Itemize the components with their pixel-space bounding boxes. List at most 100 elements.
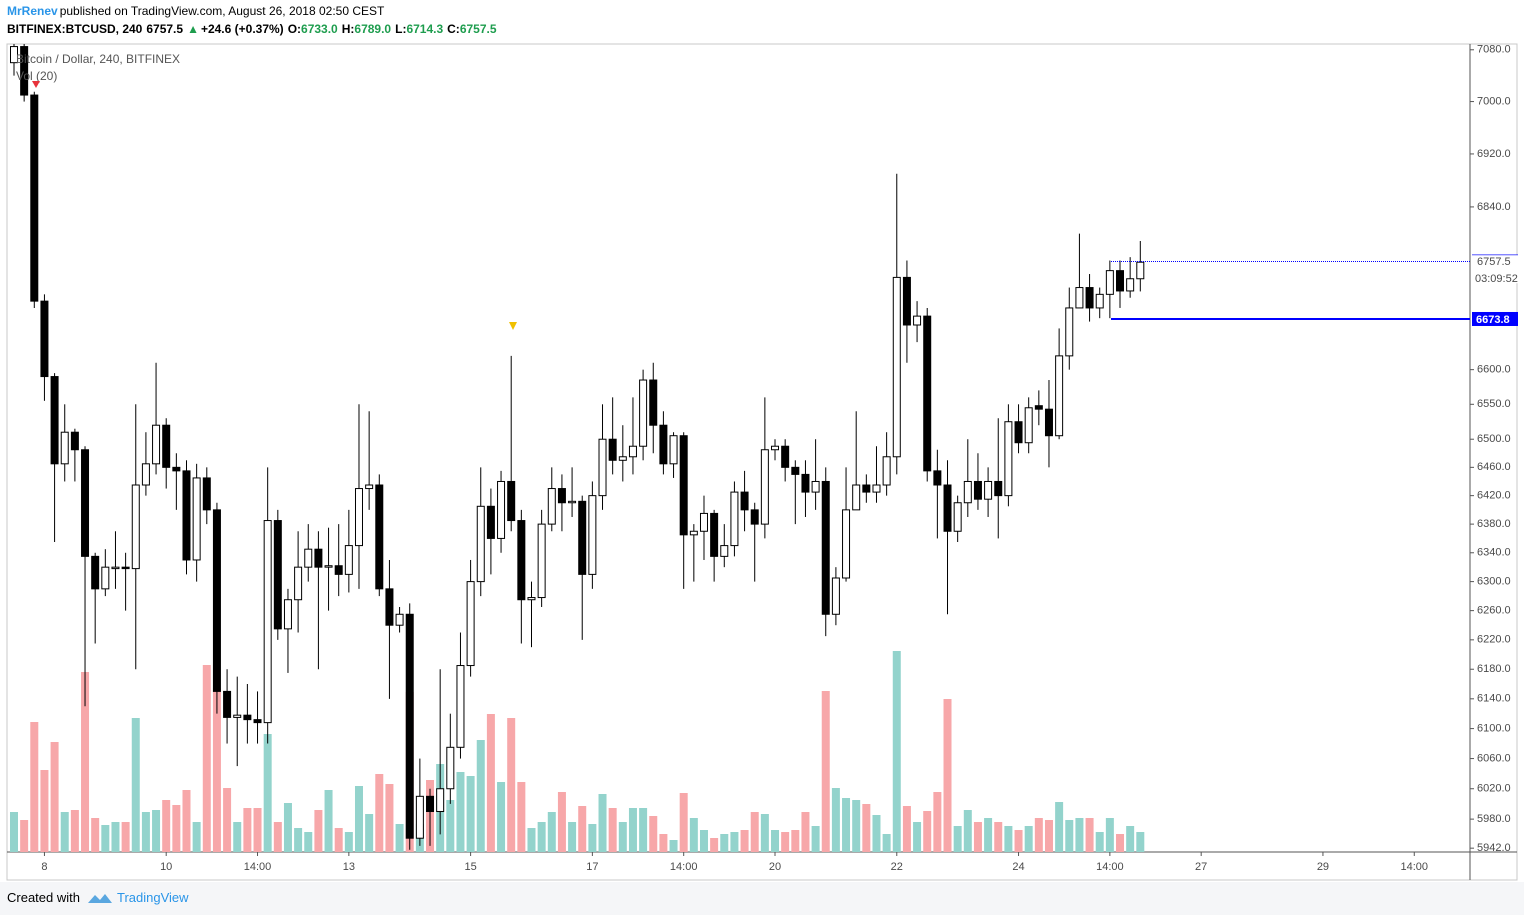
volume-bar: [1116, 834, 1125, 852]
candle-body: [943, 484, 952, 532]
brand[interactable]: TradingView: [117, 890, 189, 905]
volume-bar: [456, 772, 465, 852]
candle-body: [375, 484, 384, 590]
y-tick-label: 5980.0: [1477, 813, 1511, 825]
volume-bar: [852, 800, 861, 852]
x-tick-label: 14:00: [670, 861, 698, 873]
l: 6714.3: [406, 22, 444, 36]
c: 6757.5: [459, 22, 497, 36]
volume-bar: [91, 818, 100, 852]
change: +24.6 (+0.37%): [200, 22, 284, 36]
x-tick-label: 17: [586, 861, 598, 873]
candle-body: [304, 548, 313, 568]
candle-body: [578, 500, 587, 575]
volume-bar: [314, 810, 323, 852]
volume-bar: [50, 742, 59, 852]
x-tick-label: 13: [343, 861, 355, 873]
candle-body: [720, 545, 729, 557]
volume-bar: [811, 826, 820, 852]
frame: [6, 43, 1518, 881]
volume-bar: [913, 822, 922, 852]
volume-bar: [669, 840, 678, 852]
volume-bar: [192, 822, 201, 852]
volume-bar: [141, 812, 150, 852]
candle-body: [101, 566, 110, 590]
author[interactable]: MrRenev: [7, 4, 58, 18]
volume-bar: [537, 822, 546, 852]
candle-body: [466, 581, 475, 667]
candle-body: [699, 512, 708, 532]
volume-bar: [649, 816, 658, 852]
instrument-legend: Bitcoin / Dollar, 240, BITFINEX: [16, 52, 180, 66]
y-tick-label: 6020.0: [1477, 783, 1511, 795]
volume-bar: [598, 794, 607, 852]
volume-bar: [1044, 820, 1053, 852]
candle-body: [750, 509, 759, 525]
candle-body: [659, 424, 668, 465]
volume-bar: [385, 784, 394, 852]
candle-body: [517, 520, 526, 601]
volume-bar: [568, 822, 577, 852]
candle-body: [649, 379, 658, 426]
candle-body: [476, 505, 485, 583]
volume-bar: [1075, 818, 1084, 852]
volume-bar: [578, 806, 587, 852]
volume-bar: [60, 812, 69, 852]
candle-body: [872, 484, 881, 493]
candle-body: [994, 480, 1003, 497]
candle-body: [20, 46, 29, 96]
volume-bar: [842, 798, 851, 852]
candle-body: [1095, 293, 1104, 309]
footer: Created with TradingView: [0, 882, 1524, 915]
volume-bar: [730, 832, 739, 852]
volume-bar: [466, 776, 475, 852]
candle-body: [212, 509, 221, 692]
volume-bar: [923, 811, 932, 852]
candle-body: [294, 566, 303, 601]
volume-bar: [973, 822, 982, 852]
published: published on TradingView.com, August 26,…: [59, 4, 385, 18]
candle-body: [1075, 287, 1084, 309]
candle-body: [679, 435, 688, 536]
candle-body: [852, 484, 861, 511]
volume-bar: [486, 714, 495, 852]
x-tick-label: 20: [769, 861, 781, 873]
candle-body: [344, 545, 353, 575]
candle-body: [1014, 421, 1023, 444]
y-tick-label: 6260.0: [1477, 605, 1511, 617]
volume-bar: [334, 828, 343, 852]
c-label: C:: [447, 22, 460, 36]
y-tick-label: 7000.0: [1477, 95, 1511, 107]
candle-body: [131, 484, 140, 570]
candle-body: [618, 456, 627, 461]
x-tick-label: 14:00: [244, 861, 272, 873]
volume-bar: [375, 774, 384, 852]
symbol: BITFINEX:BTCUSD, 240: [7, 22, 143, 36]
candle-body: [984, 480, 993, 500]
y-tick-label: 6550.0: [1477, 398, 1511, 410]
y-tick-label: 6500.0: [1477, 433, 1511, 445]
o: 6733.0: [301, 22, 338, 36]
volume-bar: [233, 822, 242, 852]
volume-bar: [618, 822, 627, 852]
candle-body: [202, 477, 211, 511]
y-tick-label: 6380.0: [1477, 518, 1511, 530]
volume-bar: [872, 815, 881, 852]
candle-body: [771, 445, 780, 451]
x-tick-label: 14:00: [1401, 861, 1429, 873]
candle-body: [60, 431, 69, 465]
volume-bar: [699, 830, 708, 852]
candle-body: [456, 665, 465, 748]
candle-body: [1065, 307, 1074, 357]
volume-bar: [446, 800, 455, 852]
volume-bar: [324, 790, 333, 852]
volume-bar: [354, 786, 363, 852]
volume-bar: [294, 828, 303, 852]
volume-bar: [152, 810, 161, 852]
volume-bar: [121, 822, 130, 852]
volume-bar: [659, 834, 668, 852]
volume-bar: [223, 788, 232, 852]
candle-body: [740, 491, 749, 511]
volume-bar: [689, 818, 698, 852]
